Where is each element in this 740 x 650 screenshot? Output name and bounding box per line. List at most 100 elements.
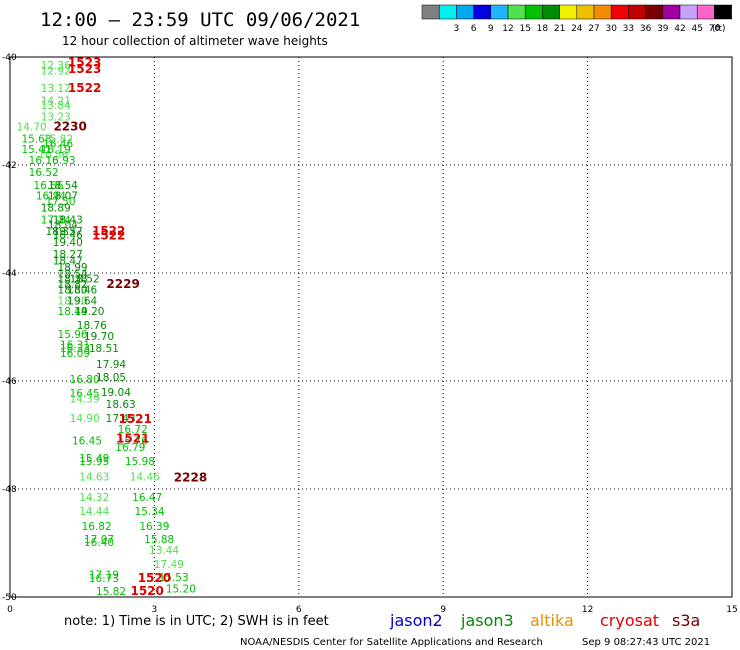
scale-swatch [507,4,526,20]
scale-label: 45 [691,24,702,34]
legend-altika: altika [530,611,574,630]
legend-jason3: jason3 [460,611,514,630]
scale-label: 12 [502,24,513,34]
legend-cryosat: cryosat [600,611,659,630]
wave-height-label: 15.82 [43,133,73,145]
x-tick-label: 12 [582,605,593,615]
wave-height-label: 16.45 [70,388,100,400]
wave-height-label: 16.19 [41,144,71,156]
wave-height-label: 18.76 [77,320,107,332]
footnote: note: 1) Time is in UTC; 2) SWH is in fe… [64,614,329,629]
wave-height-label: 18.80 [58,285,88,297]
wave-height-label: 13.12 [41,83,71,95]
x-tick-label: 15 [726,605,737,615]
wave-height-label: 13.23 [41,112,71,124]
pass-time-label: 2230 [53,119,86,133]
scale-label: 6 [471,24,477,34]
scale-swatch [559,4,578,20]
wave-height-label: 14.46 [130,471,160,483]
wave-height-label: 17.94 [96,359,126,371]
wave-height-label: 15.68 [21,133,51,145]
pass-time-label: 1520 [138,571,171,585]
wave-height-label: 15.88 [144,534,174,546]
scale-swatch [714,4,732,20]
wave-height-label: 15.76 [118,436,148,448]
wave-height-label: 19.40 [53,237,83,249]
scale-label: 70 [709,24,721,34]
wave-height-label: 18.30 [58,295,88,307]
wave-height-label: 14.90 [70,413,100,425]
y-tick-label: -50 [2,593,17,603]
wave-height-label: 16.45 [72,436,102,448]
scale-label: 42 [674,24,685,34]
wave-height-label: 15.53 [159,572,189,584]
wave-height-label: 18.05 [96,372,126,384]
wave-height-label: 18.46 [67,285,97,297]
wave-height-label: 14.39 [70,394,100,406]
pass-time-label: 2229 [106,277,139,291]
wave-height-label: 17.34 [41,214,71,226]
x-tick-label: 3 [152,605,158,615]
scale-label: 30 [605,24,617,34]
axis-ticks: 0 3 6 9 12 15 -40 -42 -44 -46 -48 -50 [2,53,738,615]
wave-height-label: 19.20 [74,306,104,318]
pass-time-label: 1522 [68,81,101,95]
scale-swatch [542,4,560,20]
scale-swatch [628,4,646,20]
wave-height-label: 16.46 [43,139,73,151]
wave-height-label: 14.32 [79,492,109,504]
wave-height-label: 17.50 [46,196,76,208]
scale-swatch [438,4,457,20]
legend-s3a: s3a [672,611,700,630]
y-tick-label: -48 [2,485,17,495]
wave-height-label: 16.31 [60,340,90,352]
wave-height-label: 12.92 [41,65,71,77]
scale-swatch [421,4,440,20]
wave-height-label: 18.54 [48,180,78,192]
scale-label: 39 [657,24,669,34]
wave-height-label: 16.16 [29,155,59,167]
wave-height-label: 15.98 [125,456,155,468]
scale-swatch [490,4,509,20]
scale-swatch [524,4,543,20]
wave-height-label: 17.07 [84,534,114,546]
footer-timestamp: Sep 9 08:27:43 UTC 2021 [582,637,710,648]
wave-height-label: 18.99 [58,262,88,274]
wave-height-label: 15.20 [166,584,196,596]
scale-label: 36 [640,24,652,34]
scale-swatch [473,4,492,20]
pass-time-label: 1523 [68,62,101,76]
wave-height-label: 18.38 [58,274,88,286]
y-tick-label: -40 [2,53,17,63]
wave-height-label: 16.40 [84,537,114,549]
x-tick-label: 0 [7,605,13,615]
wave-height-label: 16.33 [60,343,90,355]
scale-swatch [610,4,629,20]
scale-label: 24 [571,24,583,34]
legend-jason2: jason2 [389,611,443,630]
pass-labels: 1523152315222230152215222229152115212228… [53,56,207,598]
wave-height-label: 16.80 [70,374,100,386]
pass-time-label: 2228 [174,470,207,484]
wave-height-label: 15.96 [58,329,88,341]
wave-height-label: 15.82 [96,586,126,598]
wave-height-label: 16.94 [36,191,66,203]
color-scale: 3 6 9 12 15 18 21 24 27 30 33 36 39 42 45 70 [421,4,732,34]
wave-height-label: 16.66 [33,180,63,192]
scale-swatch [576,4,595,20]
wave-height-label: 18.89 [41,202,71,214]
wave-height-label: 15.34 [135,506,165,518]
pass-time-label: 1520 [130,584,163,598]
wave-height-label: 16.52 [29,167,59,179]
wave-height-label: 15.41 [21,144,51,156]
wave-height-label: 18.63 [106,399,136,411]
wave-height-label: 15.95 [79,456,109,468]
y-tick-label: -42 [2,161,17,171]
satellite-legend: jason2 jason3 altika cryosat s3a [389,611,700,630]
scale-label: 21 [554,24,565,34]
wave-height-label: 16.47 [132,492,162,504]
scale-label: 33 [623,24,634,34]
wave-height-label: 18.33 [46,226,76,238]
scale-swatch [645,4,664,20]
